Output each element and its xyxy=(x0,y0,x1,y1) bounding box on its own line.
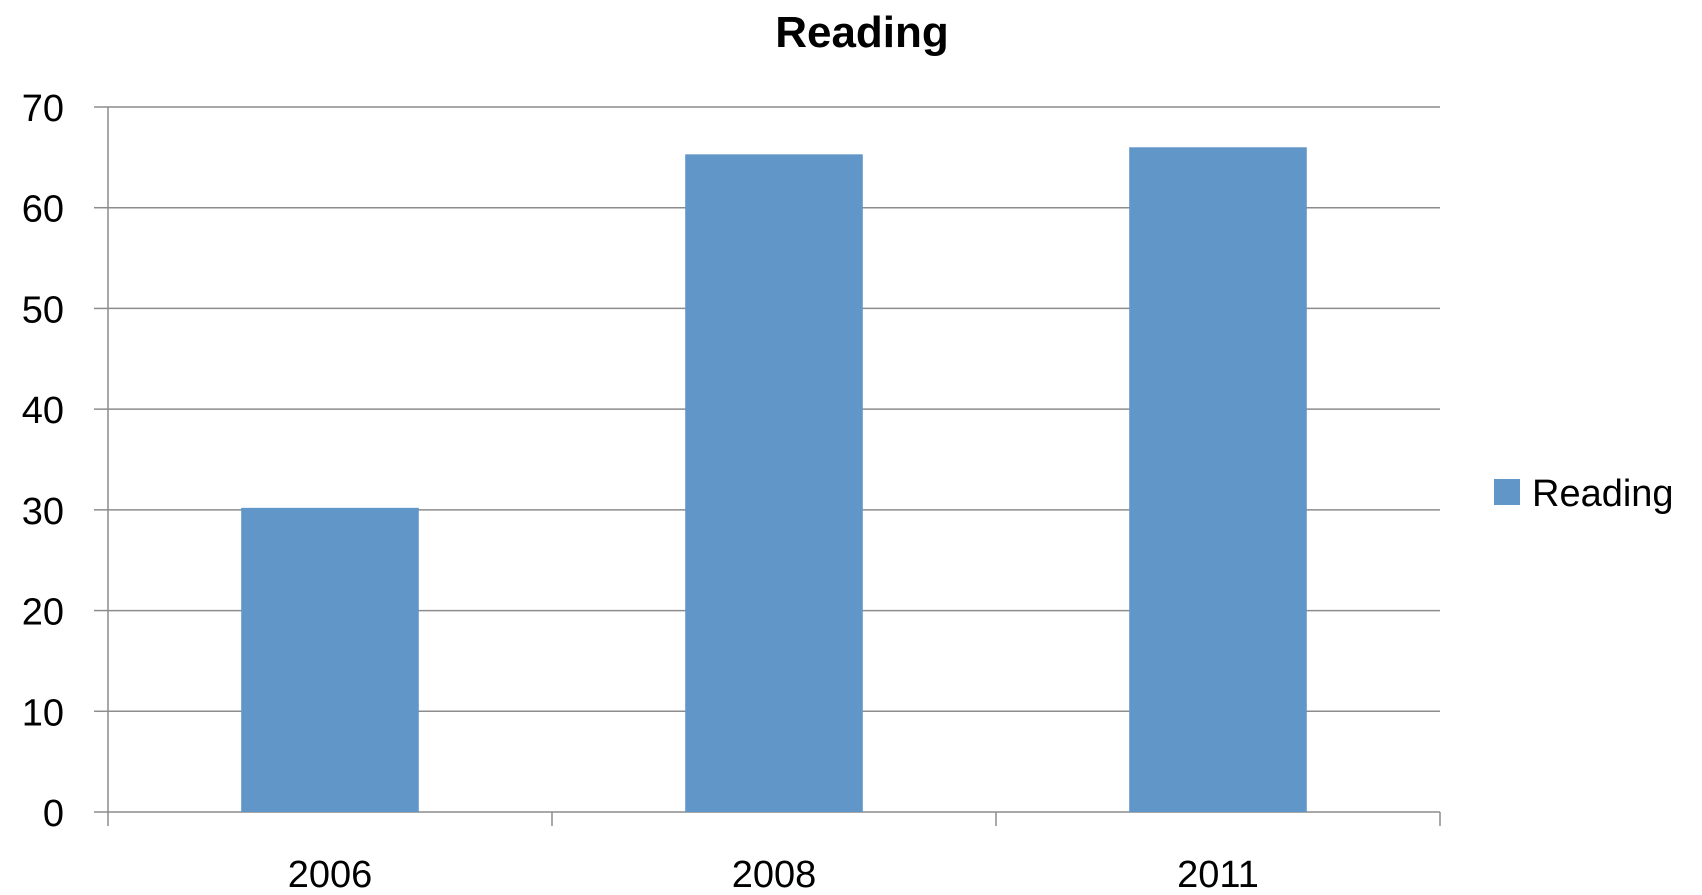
y-tick-label: 70 xyxy=(22,88,64,130)
bars xyxy=(241,147,1307,813)
bar-2008 xyxy=(685,154,863,813)
x-tick-label: 2008 xyxy=(732,854,817,895)
y-tick-label: 0 xyxy=(43,793,64,835)
legend-label: Reading xyxy=(1532,473,1674,515)
y-tick-label: 30 xyxy=(22,491,64,533)
x-tick-label: 2011 xyxy=(1177,854,1259,895)
x-tick-label: 2006 xyxy=(288,854,373,895)
y-tick-label: 50 xyxy=(22,289,64,331)
legend-swatch xyxy=(1494,479,1520,505)
chart-title: Reading xyxy=(775,8,949,57)
y-tick-label: 10 xyxy=(22,692,64,734)
y-tick-label: 40 xyxy=(22,390,64,432)
y-tick-label: 60 xyxy=(22,189,64,231)
legend: Reading xyxy=(1494,473,1674,515)
y-tick-label: 20 xyxy=(22,592,64,634)
bar-2011 xyxy=(1129,147,1307,813)
bar-2006 xyxy=(241,507,419,812)
y-axis: 0 10 20 30 40 50 60 70 xyxy=(22,88,109,835)
x-axis: 2006 2008 2011 xyxy=(107,811,1441,895)
